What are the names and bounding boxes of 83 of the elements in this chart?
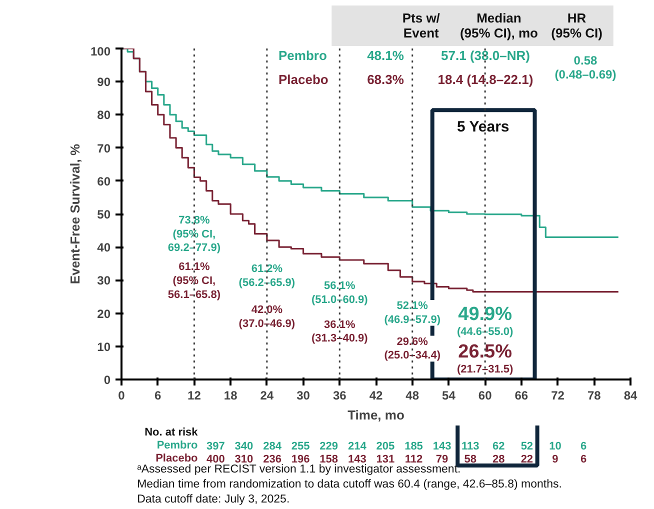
y-tick-label: 20 (97, 306, 111, 321)
text: ᵃAssessed per RECIST version 1.1 by investigator assessment. (137, 464, 461, 476)
text: Pembro (156, 440, 198, 452)
annotation: 56.1% (51.0–60.9) (312, 280, 368, 306)
x-tick-label: 36 (332, 388, 347, 402)
annotation: 5 Years (456, 118, 510, 136)
text: 205 (376, 440, 395, 452)
y-axis-title: Event-Free Survival, % (67, 143, 82, 284)
annotation: 52.1% (46.9–57.9) (384, 300, 441, 326)
x-tick-label: 84 (624, 388, 638, 402)
x-tick-label: 18 (224, 388, 238, 402)
text: 62 (492, 440, 505, 452)
x-tick-label: 66 (514, 388, 528, 402)
y-tick-label: 40 (97, 240, 111, 255)
text: 214 (348, 440, 368, 452)
x-tick-label: 0 (118, 388, 126, 402)
text: Median (95% CI), mo (460, 10, 538, 40)
y-tick-label: 10 (97, 340, 111, 354)
text: 131 (376, 454, 395, 466)
text: Placebo (156, 452, 198, 464)
y-tick-label: 50 (97, 208, 111, 222)
text: No. at risk (144, 426, 199, 438)
x-tick-label: 42 (369, 388, 383, 402)
text: 236 (263, 454, 282, 466)
annotation: 42.0% (37.0–46.9) (238, 304, 296, 330)
x-tick-label: 78 (587, 388, 602, 402)
annotation: 61.2% (56.2–65.9) (238, 263, 296, 290)
annotation: 0.58 (0.48–0.69) (554, 53, 616, 82)
text: 397 (206, 440, 225, 452)
text: 52 (520, 440, 534, 452)
x-tick-label: 24 (260, 388, 274, 402)
y-tick-label: 70 (97, 141, 111, 156)
x-tick-label: 12 (188, 388, 202, 402)
annotation: 68.3% (367, 72, 404, 87)
text: 9 (552, 454, 558, 466)
annotation: 18.4 (14.8–22.1) (438, 72, 534, 87)
text: 185 (404, 440, 423, 452)
annotation: 57.1 (38.0–NR) (441, 48, 530, 63)
text: Median time from randomization to data cutoff was 60.4 (range, 42.6–85.8) months. (137, 478, 562, 490)
x-tick-label: 6 (154, 388, 162, 402)
text: 400 (206, 454, 225, 466)
text: 113 (461, 440, 480, 452)
text: Placebo (278, 72, 328, 87)
text: 143 (432, 440, 452, 452)
text: 6 (580, 440, 587, 452)
y-tick-label: 90 (97, 75, 111, 90)
y-tick-label: 60 (97, 174, 111, 188)
annotation: 48.1% (367, 48, 404, 63)
annotation: 29.6% (25.0–34.4) (384, 336, 441, 362)
annotation: 49.9% (44.6–55.0) (456, 304, 514, 338)
text: 229 (320, 440, 338, 452)
annotation: 26.5% (21.7–31.5) (456, 342, 514, 376)
annotation: 36.1% (31.3–40.9) (312, 318, 368, 345)
text: 284 (263, 440, 282, 452)
x-tick-label: 72 (551, 388, 565, 402)
x-tick-label: 54 (442, 388, 456, 402)
y-tick-label: 0 (104, 373, 111, 387)
text: 10 (549, 440, 562, 452)
text: 79 (436, 454, 448, 466)
text: 112 (404, 454, 423, 466)
x-tick-label: 30 (296, 388, 310, 402)
annotation: 73.8% (95% CI, 69.2–77.9) (168, 214, 221, 254)
text: 28 (492, 454, 505, 466)
x-tick-label: 48 (406, 388, 420, 402)
text: 143 (348, 454, 366, 466)
y-tick-label: 80 (97, 108, 111, 122)
text: 22 (520, 454, 534, 466)
text: HR (95% CI) (551, 10, 602, 40)
text: 310 (234, 454, 254, 466)
text: 340 (234, 440, 254, 452)
text: 158 (320, 454, 338, 466)
y-tick-label: 30 (97, 274, 111, 288)
text: 58 (464, 454, 476, 466)
y-tick-label: 100 (90, 44, 111, 58)
x-axis-title: Time, mo (348, 408, 404, 422)
text: 6 (580, 454, 587, 466)
text: 196 (291, 454, 310, 466)
text: Data cutoff date: July 3, 2025. (137, 494, 290, 506)
x-tick-label: 60 (478, 388, 492, 402)
text: 255 (291, 440, 310, 452)
text: Pembro (278, 48, 327, 63)
annotation: 61.1% (95% CI, 56.1–65.8) (168, 261, 221, 301)
text: Pts w/ Event (402, 10, 440, 40)
